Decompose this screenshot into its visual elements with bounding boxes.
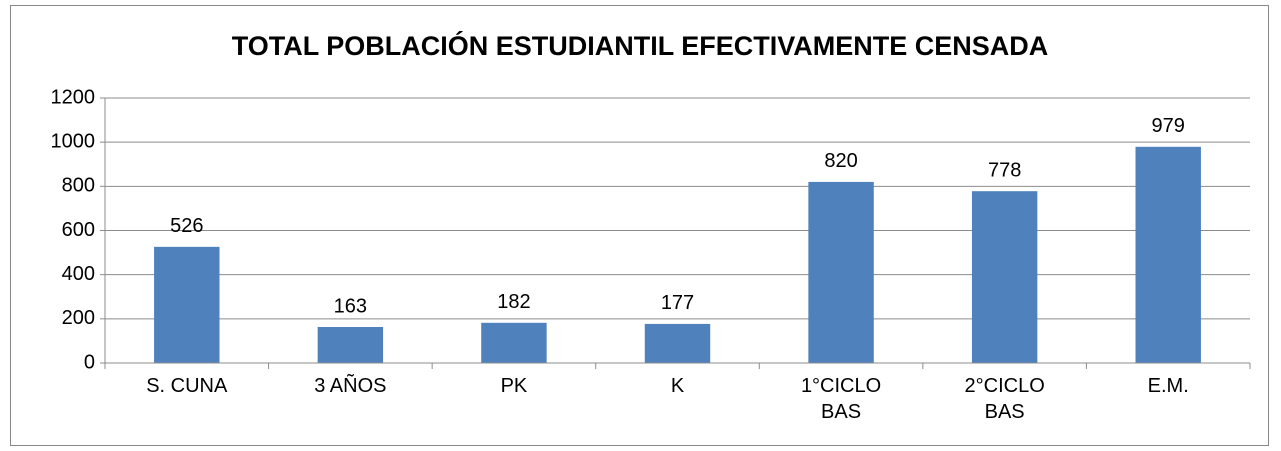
- x-tick-label-box: 3 AÑOS: [314, 375, 387, 397]
- x-tick-label-box: 1°CICLO BAS: [800, 375, 882, 423]
- x-tick-label-box: K: [670, 375, 685, 397]
- bar: [808, 181, 874, 363]
- y-tick-label: 1200: [51, 86, 96, 108]
- chart-border: [10, 5, 1269, 446]
- x-tick-label: 1°CICLO BAS: [800, 375, 882, 423]
- bar: [971, 191, 1038, 363]
- x-tick-label-box: E.M.: [1147, 375, 1189, 397]
- y-tick-label: 200: [62, 307, 95, 329]
- x-tick-label-box: S. CUNA: [146, 375, 228, 397]
- data-label: 778: [988, 159, 1021, 181]
- data-label: 979: [1152, 115, 1185, 137]
- x-tick-label-box: PK: [500, 375, 528, 397]
- x-tick-label-box: 2°CICLO BAS: [964, 375, 1045, 423]
- x-tick-label: S. CUNA: [146, 375, 228, 397]
- y-tick-label: 0: [84, 351, 95, 373]
- data-label: 177: [661, 292, 694, 314]
- data-label: 163: [334, 295, 367, 317]
- y-tick-label: 1000: [51, 130, 96, 152]
- x-tick-label: K: [670, 375, 685, 397]
- data-label: 820: [824, 150, 857, 172]
- y-tick-label: 600: [62, 219, 95, 241]
- bar: [154, 246, 220, 363]
- y-tick-label: 800: [62, 175, 95, 197]
- bar: [1135, 146, 1201, 363]
- chart-title: TOTAL POBLACIÓN ESTUDIANTIL EFECTIVAMENT…: [232, 30, 1049, 61]
- data-label: 182: [497, 291, 530, 313]
- x-tick-label: PK: [500, 375, 528, 397]
- bar: [644, 323, 711, 363]
- y-tick-label: 400: [62, 263, 95, 285]
- data-label: 526: [170, 215, 203, 237]
- bar: [317, 327, 384, 363]
- x-tick-label: 2°CICLO BAS: [964, 375, 1045, 423]
- x-tick-label: 3 AÑOS: [314, 375, 387, 397]
- x-tick-label: E.M.: [1147, 375, 1189, 397]
- bar: [481, 322, 547, 363]
